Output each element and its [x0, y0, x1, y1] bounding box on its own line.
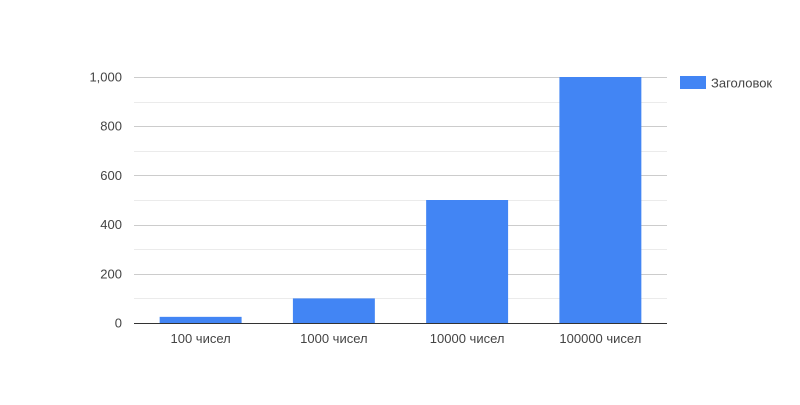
bar: [292, 298, 375, 323]
legend-label: Заголовок: [711, 76, 772, 91]
y-axis-tick-labels: 0 200 400 600 800 1,000: [89, 70, 122, 331]
y-tick-label: 600: [100, 168, 122, 183]
legend-swatch: [680, 76, 706, 89]
legend[interactable]: Заголовок: [680, 76, 772, 91]
bar: [559, 77, 642, 323]
bar: [426, 200, 509, 323]
bar: [159, 316, 242, 323]
y-tick-label: 400: [100, 217, 122, 232]
y-tick-label: 800: [100, 119, 122, 134]
x-tick-label: 100 чисел: [171, 331, 231, 346]
x-tick-label: 100000 чисел: [559, 331, 641, 346]
y-tick-label: 200: [100, 266, 122, 281]
x-tick-label: 10000 чисел: [430, 331, 505, 346]
y-tick-label: 1,000: [89, 70, 122, 85]
y-tick-label: 0: [115, 316, 122, 331]
bars: [159, 77, 642, 323]
x-tick-label: 1000 чисел: [300, 331, 367, 346]
x-axis-tick-labels: 100 чисел 1000 чисел 10000 чисел 100000 чис…: [171, 331, 642, 346]
